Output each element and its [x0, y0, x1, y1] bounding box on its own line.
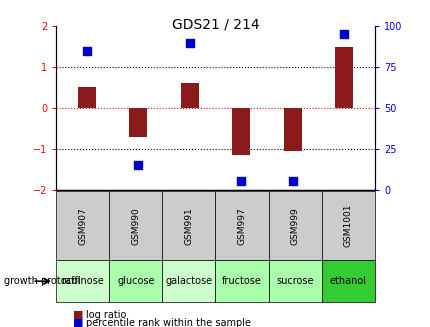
Text: ■: ■: [73, 318, 83, 327]
Text: raffinose: raffinose: [61, 276, 104, 286]
Text: galactose: galactose: [165, 276, 212, 286]
Text: GSM999: GSM999: [290, 207, 299, 245]
Text: ■: ■: [73, 310, 83, 319]
Text: GSM991: GSM991: [184, 207, 193, 245]
Text: log ratio: log ratio: [86, 310, 126, 319]
Bar: [283, 108, 301, 151]
Point: [186, 40, 193, 45]
Text: GSM907: GSM907: [78, 207, 87, 245]
Bar: [78, 88, 96, 108]
Bar: [180, 83, 198, 108]
Text: glucose: glucose: [117, 276, 154, 286]
Bar: [129, 108, 147, 137]
Point: [135, 163, 141, 168]
Text: ethanol: ethanol: [329, 276, 366, 286]
Bar: [232, 108, 250, 155]
Bar: [335, 47, 352, 108]
Point: [83, 48, 90, 53]
Text: GSM997: GSM997: [237, 207, 246, 245]
Point: [289, 179, 295, 184]
Text: growth protocol: growth protocol: [4, 276, 81, 286]
Point: [237, 179, 244, 184]
Text: GSM1001: GSM1001: [343, 204, 352, 248]
Point: [340, 32, 347, 37]
Text: percentile rank within the sample: percentile rank within the sample: [86, 318, 251, 327]
Text: GSM990: GSM990: [131, 207, 140, 245]
Text: GDS21 / 214: GDS21 / 214: [171, 18, 259, 32]
Text: fructose: fructose: [221, 276, 261, 286]
Text: sucrose: sucrose: [276, 276, 313, 286]
